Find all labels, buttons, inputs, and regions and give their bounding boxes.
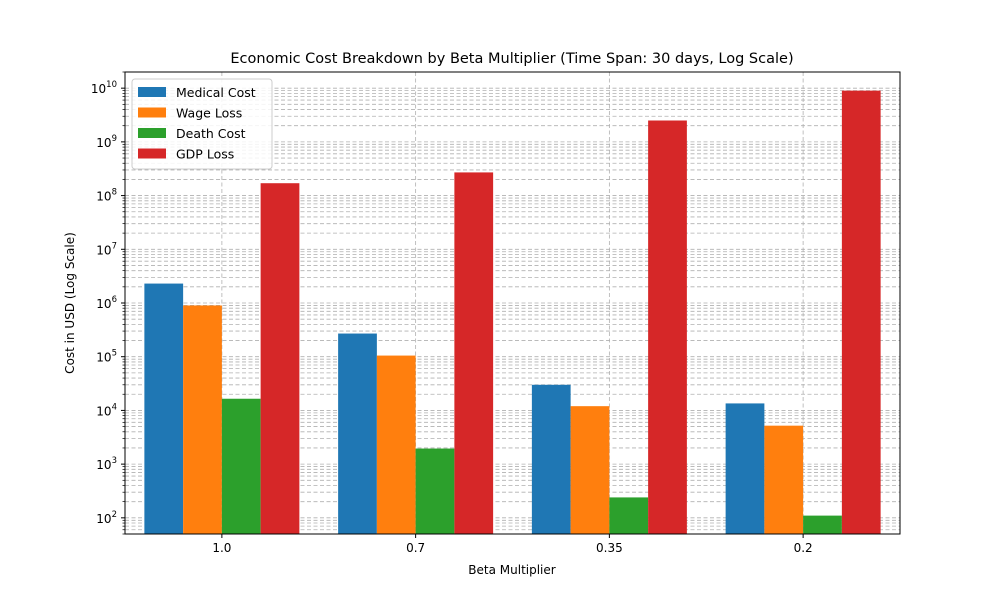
bar-gdp-loss-0.2	[841, 90, 881, 535]
legend-label: Death Cost	[176, 126, 246, 141]
y-tick-label: 104	[96, 402, 117, 418]
legend-label: Wage Loss	[176, 106, 242, 121]
y-tick-label: 109	[96, 134, 117, 150]
bar-medical-cost-1.0	[144, 283, 184, 534]
bar-wage-loss-1.0	[183, 305, 222, 534]
bar-death-cost-0.7	[415, 448, 455, 534]
y-tick-label: 1010	[91, 80, 117, 96]
y-axis-ticks: 102 103 104 105 106 107 108 109 1010	[91, 71, 125, 535]
y-axis-label: Cost in USD (Log Scale)	[63, 232, 77, 374]
y-tick-label: 103	[96, 456, 117, 472]
bars	[144, 90, 881, 535]
x-tick-label: 0.7	[406, 541, 425, 555]
bar-medical-cost-0.2	[725, 403, 765, 534]
bar-gdp-loss-0.35	[648, 120, 687, 534]
legend: Medical Cost Wage Loss Death Cost GDP Loss	[131, 78, 273, 170]
legend-label: Medical Cost	[176, 85, 256, 100]
bar-medical-cost-0.35	[531, 384, 571, 534]
legend-swatch	[138, 87, 166, 97]
bar-medical-cost-0.7	[338, 333, 377, 534]
legend-box	[131, 78, 273, 170]
chart-title: Economic Cost Breakdown by Beta Multipli…	[230, 51, 793, 67]
x-tick-label: 0.35	[596, 541, 623, 555]
legend-swatch	[138, 128, 166, 138]
bar-death-cost-1.0	[221, 398, 261, 534]
x-tick-label: 0.2	[794, 541, 813, 555]
bar-wage-loss-0.35	[570, 406, 610, 534]
y-tick-label: 108	[96, 188, 117, 204]
bar-death-cost-0.2	[803, 515, 842, 534]
legend-swatch	[138, 107, 166, 118]
grid-lines	[125, 71, 900, 535]
y-tick-label: 102	[96, 510, 117, 526]
y-tick-label: 105	[96, 349, 117, 365]
x-tick-label: 1.0	[212, 541, 231, 555]
bar-gdp-loss-0.7	[454, 172, 494, 535]
bar-gdp-loss-1.0	[260, 183, 300, 534]
x-axis-ticks: 1.0 0.7 0.35 0.2	[212, 534, 813, 555]
y-tick-label: 106	[96, 295, 117, 311]
y-tick-label: 107	[96, 241, 117, 257]
x-axis-label: Beta Multiplier	[468, 563, 555, 577]
bar-wage-loss-0.7	[376, 355, 416, 534]
legend-swatch	[138, 148, 166, 159]
bar-wage-loss-0.2	[764, 425, 804, 534]
bar-death-cost-0.35	[609, 497, 649, 534]
legend-label: GDP Loss	[176, 147, 234, 162]
